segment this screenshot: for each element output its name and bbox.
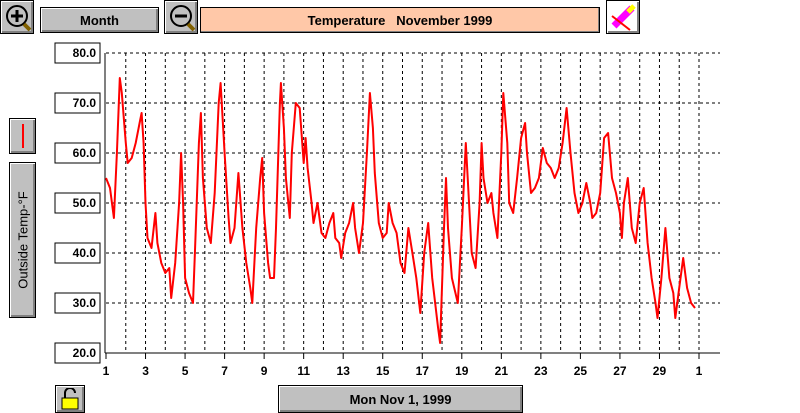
x-tick-label: 19 [455,364,469,378]
x-tick-label: 1 [696,364,703,378]
x-tick-label: 23 [534,364,548,378]
y-tick-box [54,92,101,114]
temperature-line [105,77,696,344]
y-tick-box [54,242,101,264]
zoom-out-icon [170,5,196,32]
y-tick-box [54,342,101,364]
x-tick-label: 21 [495,364,509,378]
date-button[interactable]: Mon Nov 1, 1999 [278,385,523,413]
tool-icon [611,4,636,31]
y-tick-label: 30.0 [73,296,97,310]
series-color-swatch [21,124,24,148]
x-tick-label: 27 [613,364,627,378]
x-tick-label: 25 [574,364,588,378]
zoom-in-icon [6,5,32,32]
x-tick-label: 3 [142,364,149,378]
y-tick-label: 50.0 [73,196,97,210]
y-tick-box [54,42,101,64]
x-tick-label: 1 [103,364,110,378]
chart-title: Temperature November 1999 [200,7,600,33]
x-tick-label: 5 [182,364,189,378]
y-tick-label: 80.0 [73,46,97,60]
lock-icon [61,388,79,410]
x-tick-label: 15 [376,364,390,378]
y-tick-label: 60.0 [73,146,97,160]
series-color-button[interactable] [9,118,36,154]
tool-button[interactable] [606,0,640,34]
lock-button[interactable] [55,385,85,413]
x-tick-label: 9 [261,364,268,378]
x-tick-label: 17 [416,364,430,378]
x-tick-label: 13 [337,364,351,378]
y-tick-label: 20.0 [73,346,97,360]
y-tick-box [54,192,101,214]
period-button[interactable]: Month [40,7,159,33]
y-tick-box [54,292,101,314]
y-tick-label: 70.0 [73,96,97,110]
y-tick-box [54,142,101,164]
x-tick-label: 11 [297,364,310,378]
zoom-in-button[interactable] [0,0,34,34]
y-axis-label: Outside Temp-°F [15,191,30,289]
x-tick-label: 29 [653,364,667,378]
y-tick-label: 40.0 [73,246,97,260]
zoom-out-button[interactable] [164,0,198,34]
x-tick-label: 7 [221,364,228,378]
y-axis-button[interactable]: Outside Temp-°F [9,162,36,318]
